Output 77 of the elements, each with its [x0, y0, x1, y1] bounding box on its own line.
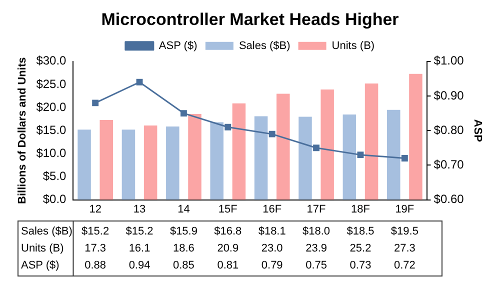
y2-tick-label: $0.60: [434, 192, 464, 206]
x-tick-label: 16F: [262, 203, 282, 216]
bar: [387, 110, 400, 200]
bar: [232, 103, 246, 200]
point: [268, 130, 276, 138]
bar: [342, 114, 356, 200]
x-tick-label: 18F: [350, 203, 370, 216]
y2-tick-label: $1.00: [434, 54, 464, 68]
data-label: 20.9: [217, 242, 239, 255]
data-label: 0.72: [394, 260, 416, 272]
x-tick-label: 13: [133, 203, 146, 216]
data-label: 0.94: [128, 260, 150, 272]
data-label: $18.5: [346, 226, 374, 238]
y-tick-label: $10.0: [36, 146, 67, 160]
bar: [364, 84, 378, 200]
y2-tick-label: $0.70: [434, 158, 464, 172]
data-label: 23.9: [306, 242, 327, 255]
data-label: $19.5: [390, 226, 418, 238]
bar: [320, 90, 334, 200]
y2-tick-label: $0.90: [434, 88, 464, 102]
point: [357, 152, 364, 158]
x-tick-label: 14: [178, 203, 190, 216]
x-tick-label: 12: [89, 203, 102, 216]
legend-label: Units (B): [332, 40, 375, 52]
y2-tick-label: $0.80: [434, 122, 464, 137]
legend-label: Sales ($B): [238, 40, 290, 52]
y-tick-label: $20.0: [36, 100, 67, 114]
data-label: $15.2: [126, 226, 154, 238]
chart-title: Microcontroller Market Heads Higher: [101, 10, 400, 29]
bar: [276, 94, 290, 200]
legend-label: ASP ($): [158, 40, 198, 52]
point: [180, 110, 187, 117]
bar: [409, 74, 422, 200]
y-tick-label: $5.0: [42, 169, 67, 184]
data-label: 0.79: [261, 260, 283, 272]
bar: [144, 126, 158, 200]
data-label: 18.6: [173, 242, 194, 255]
x-tick-label: 15F: [218, 203, 238, 216]
point: [136, 78, 143, 86]
data-label: 0.88: [84, 260, 106, 272]
point: [224, 124, 232, 130]
data-label: 0.75: [306, 260, 327, 272]
y-tick-label: $15.0: [36, 122, 67, 137]
text: Sales ($B): [21, 226, 72, 238]
bar: [122, 130, 136, 200]
bar: [100, 120, 114, 200]
x-tick-label: 19F: [395, 203, 414, 216]
point: [401, 155, 408, 162]
data-label: 25.2: [350, 242, 372, 255]
data-label: 0.73: [350, 260, 372, 272]
bar: [78, 130, 91, 200]
text: Units (B): [21, 242, 64, 255]
bar: [254, 116, 268, 200]
y-tick-label: $30.0: [36, 54, 67, 68]
data-label: 0.85: [173, 260, 194, 272]
bar: [210, 122, 224, 200]
y-tick-label: $25.0: [36, 76, 67, 91]
bar: [166, 126, 180, 200]
data-label: $15.2: [82, 226, 110, 238]
data-label: 27.3: [394, 242, 416, 255]
y2-axis-title: ASP: [471, 119, 484, 142]
point: [313, 144, 320, 152]
data-label: 16.1: [128, 242, 150, 255]
bar: [298, 116, 312, 200]
data-label: $15.9: [170, 226, 198, 238]
x-tick-label: 17F: [306, 203, 326, 216]
bar: [188, 114, 202, 200]
y-tick-label: $0.0: [42, 192, 67, 206]
text: ASP ($): [21, 260, 60, 272]
data-label: $18.1: [258, 226, 286, 238]
data-label: $18.0: [302, 226, 330, 238]
data-label: 17.3: [84, 242, 106, 255]
data-label: 0.81: [217, 260, 239, 272]
data-label: 23.0: [261, 242, 283, 255]
data-label: $16.8: [214, 226, 242, 238]
y-axis-title: Billions of Dollars and Units: [16, 57, 29, 204]
point: [92, 100, 99, 106]
